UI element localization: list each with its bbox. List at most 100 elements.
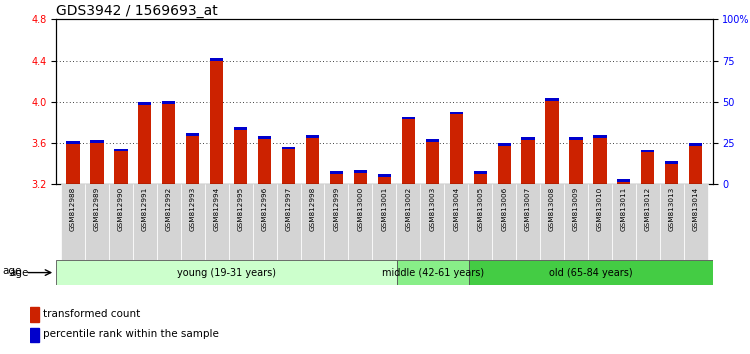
FancyBboxPatch shape (229, 184, 253, 260)
Bar (234, 130, 248, 184)
FancyBboxPatch shape (588, 184, 612, 260)
Text: GSM812997: GSM812997 (286, 186, 292, 230)
Bar (354, 170, 367, 173)
FancyBboxPatch shape (56, 260, 397, 285)
Bar (641, 152, 655, 184)
FancyBboxPatch shape (470, 260, 712, 285)
FancyBboxPatch shape (660, 184, 684, 260)
FancyBboxPatch shape (181, 184, 205, 260)
Bar (378, 177, 391, 184)
FancyBboxPatch shape (492, 184, 516, 260)
Bar (378, 174, 391, 177)
Bar (258, 139, 272, 184)
Text: GSM813000: GSM813000 (358, 186, 364, 230)
Text: GSM812989: GSM812989 (94, 186, 100, 230)
Bar (402, 117, 415, 119)
Text: GSM813014: GSM813014 (693, 186, 699, 230)
FancyBboxPatch shape (157, 184, 181, 260)
Bar (67, 144, 80, 184)
Text: GSM812998: GSM812998 (310, 186, 316, 230)
Text: percentile rank within the sample: percentile rank within the sample (43, 330, 219, 339)
FancyBboxPatch shape (396, 184, 420, 260)
FancyBboxPatch shape (636, 184, 660, 260)
Text: GSM812992: GSM812992 (166, 186, 172, 230)
Bar (497, 143, 511, 146)
Text: GSM813002: GSM813002 (405, 186, 411, 230)
Bar (521, 140, 535, 184)
Bar (138, 102, 152, 105)
Text: GSM813010: GSM813010 (597, 186, 603, 230)
Text: GSM813009: GSM813009 (573, 186, 579, 230)
Text: middle (42-61 years): middle (42-61 years) (382, 268, 484, 278)
Text: GSM813004: GSM813004 (453, 186, 459, 230)
Text: age: age (2, 266, 21, 276)
Bar (30, 327, 39, 342)
Bar (330, 174, 343, 184)
FancyBboxPatch shape (516, 184, 540, 260)
Text: age: age (9, 268, 28, 278)
FancyBboxPatch shape (205, 184, 229, 260)
Bar (569, 137, 583, 140)
Text: GSM813012: GSM813012 (645, 186, 651, 230)
Bar (450, 114, 463, 184)
Bar (426, 139, 439, 142)
Text: GSM812995: GSM812995 (238, 186, 244, 230)
FancyBboxPatch shape (564, 184, 588, 260)
Text: old (65-84 years): old (65-84 years) (549, 268, 633, 278)
FancyBboxPatch shape (397, 260, 470, 285)
Bar (402, 119, 415, 184)
FancyBboxPatch shape (420, 184, 444, 260)
Bar (617, 179, 631, 182)
Text: GSM812991: GSM812991 (142, 186, 148, 230)
FancyBboxPatch shape (684, 184, 708, 260)
Bar (114, 149, 128, 151)
Bar (354, 173, 367, 184)
FancyBboxPatch shape (85, 184, 109, 260)
Bar (210, 58, 224, 61)
Bar (258, 136, 272, 139)
FancyBboxPatch shape (277, 184, 301, 260)
Text: GSM813007: GSM813007 (525, 186, 531, 230)
Bar (473, 171, 487, 174)
Bar (665, 164, 678, 184)
Bar (162, 104, 176, 184)
Bar (497, 146, 511, 184)
Bar (210, 61, 224, 184)
Bar (91, 143, 104, 184)
FancyBboxPatch shape (349, 184, 373, 260)
Bar (306, 138, 319, 184)
FancyBboxPatch shape (612, 184, 636, 260)
Bar (67, 141, 80, 144)
Bar (234, 127, 248, 130)
Bar (641, 150, 655, 152)
FancyBboxPatch shape (444, 184, 468, 260)
FancyBboxPatch shape (468, 184, 492, 260)
FancyBboxPatch shape (61, 184, 85, 260)
Text: GSM813011: GSM813011 (621, 186, 627, 230)
Bar (665, 161, 678, 164)
Text: young (19-31 years): young (19-31 years) (177, 268, 276, 278)
Text: GSM812990: GSM812990 (118, 186, 124, 230)
Bar (114, 151, 128, 184)
Text: GSM812993: GSM812993 (190, 186, 196, 230)
Bar (521, 137, 535, 140)
Bar (593, 135, 607, 138)
Bar (569, 140, 583, 184)
Bar (545, 98, 559, 101)
Bar (617, 182, 631, 184)
Bar (450, 112, 463, 114)
Text: GSM812988: GSM812988 (70, 186, 76, 230)
Text: GSM812999: GSM812999 (334, 186, 340, 230)
Text: GDS3942 / 1569693_at: GDS3942 / 1569693_at (56, 5, 218, 18)
Bar (282, 147, 296, 149)
Text: GSM813008: GSM813008 (549, 186, 555, 230)
Text: GSM812994: GSM812994 (214, 186, 220, 230)
Bar (186, 133, 200, 136)
Text: GSM813005: GSM813005 (477, 186, 483, 230)
FancyBboxPatch shape (133, 184, 157, 260)
Bar (162, 101, 176, 104)
Bar (186, 136, 200, 184)
Bar (689, 146, 702, 184)
Bar (593, 138, 607, 184)
FancyBboxPatch shape (301, 184, 325, 260)
